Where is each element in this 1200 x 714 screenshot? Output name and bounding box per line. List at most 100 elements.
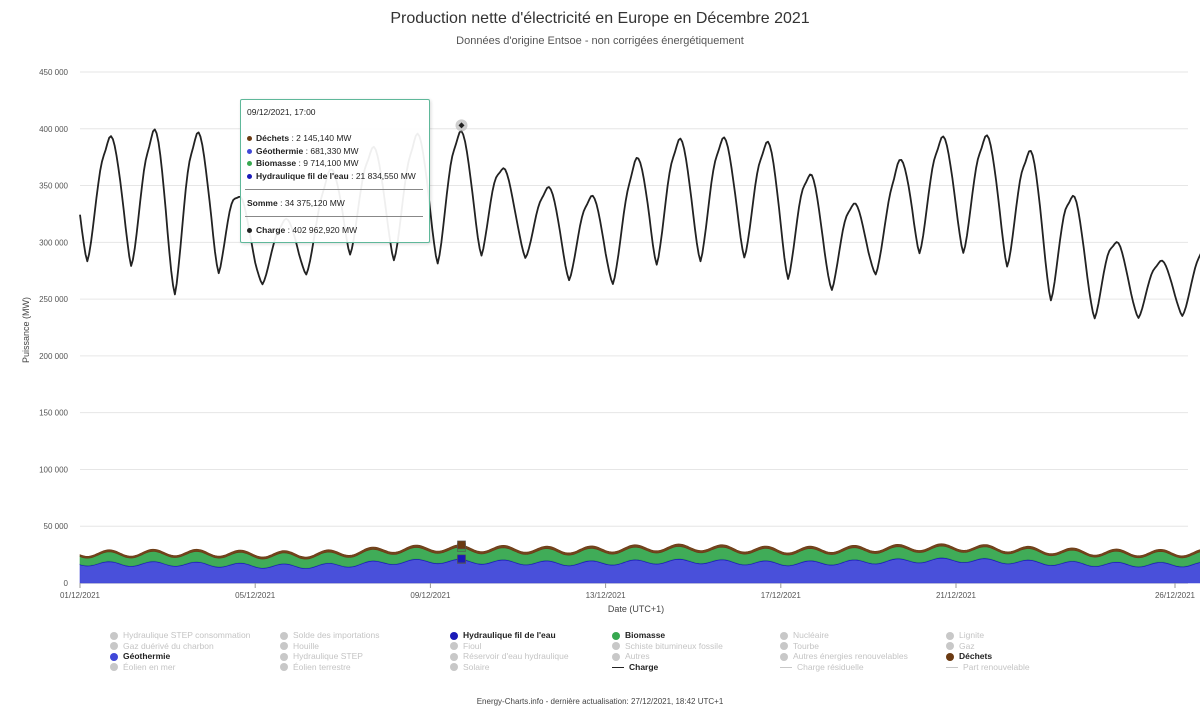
area-series-d-chets: [79, 543, 1200, 560]
legend-item-eolien-en-mer[interactable]: Éolien en mer: [110, 662, 175, 672]
legend-label: Charge: [629, 661, 659, 672]
legend-label: Schiste bitumineux fossile: [625, 640, 723, 651]
legend-item-dechets[interactable]: Déchets: [946, 651, 992, 661]
legend-item-geothermie[interactable]: Géothermie: [110, 651, 170, 661]
y-tick-label: 450 000: [39, 68, 68, 77]
x-tick-label: 21/12/2021: [936, 591, 977, 600]
legend-item-eolien-terrestre[interactable]: Éolien terrestre: [280, 662, 351, 672]
tooltip-sum-label: Somme: [247, 198, 278, 208]
tooltip-charge-label: Charge: [256, 225, 286, 235]
tooltip-charge: Charge : 402 962,920 MW: [247, 225, 357, 235]
legend-item-houille[interactable]: Houille: [280, 641, 319, 651]
legend-symbol: [946, 631, 954, 640]
legend-symbol: [612, 652, 620, 661]
legend: Hydraulique STEP consommation Solde des i…: [110, 630, 1170, 676]
tooltip-row-biomasse: Biomasse : 9 714,100 MW: [247, 158, 359, 168]
tooltip-sum-value: 34 375,120 MW: [284, 198, 345, 208]
x-tick-label: 17/12/2021: [761, 591, 802, 600]
legend-symbol: [110, 642, 118, 651]
tooltip-row-geothermie: Géothermie : 681,330 MW: [247, 146, 359, 156]
legend-label: Fioul: [463, 640, 482, 651]
legend-label: Autres: [625, 651, 650, 661]
legend-item-reservoir-d-eau-hydraulique[interactable]: Réservoir d'eau hydraulique: [450, 651, 569, 661]
hover-marker-charge: [458, 122, 465, 129]
legend-item-hydraulique-step-consommation[interactable]: Hydraulique STEP consommation: [110, 630, 250, 640]
legend-label: Éolien terrestre: [293, 661, 351, 672]
x-tick-label: 05/12/2021: [235, 591, 276, 600]
chart-subtitle: Données d'origine Entsoe - non corrigées…: [456, 35, 744, 47]
legend-item-schiste-bitumineux-fossile[interactable]: Schiste bitumineux fossile: [612, 641, 723, 651]
legend-label: Tourbe: [793, 640, 819, 651]
legend-label: Charge résiduelle: [797, 661, 864, 672]
legend-label: Hydraulique STEP: [293, 651, 363, 661]
legend-symbol: [946, 666, 958, 668]
footer: Energy-Charts.info - dernière actualisat…: [476, 697, 724, 706]
tooltip-dot: [247, 228, 252, 234]
y-axis-title: Puissance (MW): [21, 297, 31, 363]
x-axis-ticks: 01/12/2021 05/12/2021 09/12/2021 13/12/2021…: [60, 583, 1196, 600]
y-tick-label: 150 000: [39, 409, 68, 418]
legend-item-biomasse[interactable]: Biomasse: [612, 630, 665, 640]
chart-title: Production nette d'électricité en Europe…: [390, 10, 810, 27]
legend-item-tourbe[interactable]: Tourbe: [780, 641, 819, 651]
legend-item-charge-residuelle[interactable]: Charge résiduelle: [780, 662, 864, 672]
tooltip-sum: Somme : 34 375,120 MW: [247, 198, 345, 208]
legend-label: Biomasse: [625, 630, 666, 640]
legend-symbol: [450, 652, 458, 661]
legend-item-fioul[interactable]: Fioul: [450, 641, 481, 651]
legend-symbol: [780, 652, 788, 661]
legend-item-solaire[interactable]: Solaire: [450, 662, 489, 672]
tooltip-row-value: 21 834,550 MW: [355, 171, 416, 181]
x-tick-label: 13/12/2021: [586, 591, 627, 600]
hover-marker-area: [457, 540, 466, 550]
legend-label: Nucléaire: [793, 630, 829, 640]
x-tick-label: 01/12/2021: [60, 591, 101, 600]
legend-item-hydraulique-step[interactable]: Hydraulique STEP: [280, 651, 363, 661]
legend-label: Gaz: [959, 640, 975, 651]
y-tick-label: 0: [64, 579, 69, 588]
legend-symbol: [780, 642, 788, 651]
legend-item-gaz-duerive-du-charbon[interactable]: Gaz duérivé du charbon: [110, 641, 214, 651]
x-tick-label: 09/12/2021: [410, 591, 451, 600]
y-tick-label: 100 000: [39, 465, 68, 474]
legend-symbol: [450, 663, 458, 672]
legend-label: Hydraulique fil de l'eau: [463, 630, 556, 640]
legend-item-autres-energies-renouvelables[interactable]: Autres énergies renouvelables: [780, 651, 908, 661]
y-tick-label: 50 000: [44, 522, 69, 531]
legend-label: Solde des importations: [293, 630, 380, 640]
tooltip-separator: [245, 189, 423, 190]
legend-item-gaz[interactable]: Gaz: [946, 641, 975, 651]
legend-symbol: [612, 631, 620, 640]
tooltip-row-name: Hydraulique fil de l'eau: [256, 171, 349, 181]
tooltip-row-value: 2 145,140 MW: [296, 133, 352, 143]
legend-symbol: [946, 652, 954, 661]
legend-symbol: [280, 663, 288, 672]
legend-item-nucleaire[interactable]: Nucléaire: [780, 630, 829, 640]
legend-symbol: [612, 666, 624, 668]
legend-symbol: [280, 652, 288, 661]
tooltip-row-dechets: Déchets : 2 145,140 MW: [247, 133, 351, 143]
legend-label: Réservoir d'eau hydraulique: [463, 651, 569, 661]
tooltip-row-name: Déchets: [256, 133, 290, 143]
legend-item-charge[interactable]: Charge: [612, 662, 658, 672]
tooltip-row-value: 681,330 MW: [310, 146, 359, 156]
legend-symbol: [280, 642, 288, 651]
legend-item-solde-des-importations[interactable]: Solde des importations: [280, 630, 379, 640]
tooltip-dot: [247, 136, 252, 142]
legend-item-autres[interactable]: Autres: [612, 651, 650, 661]
legend-symbol: [780, 631, 788, 640]
legend-label: Houille: [293, 640, 319, 651]
legend-symbol: [450, 642, 458, 651]
y-axis-ticks: 0 50 000 100 000 150 000 200 000 250 000 300 0…: [39, 68, 68, 588]
legend-item-hydraulique-fil-de-l-eau[interactable]: Hydraulique fil de l'eau: [450, 630, 556, 640]
legend-item-lignite[interactable]: Lignite: [946, 630, 984, 640]
legend-label: Solaire: [463, 661, 490, 672]
legend-item-part-renouvelable[interactable]: Part renouvelable: [946, 662, 1030, 672]
y-tick-label: 400 000: [39, 125, 68, 134]
y-tick-label: 250 000: [39, 295, 68, 304]
tooltip-row-name: Géothermie: [256, 146, 304, 156]
y-tick-label: 350 000: [39, 182, 68, 191]
legend-symbol: [780, 666, 792, 668]
legend-label: Part renouvelable: [963, 661, 1030, 672]
